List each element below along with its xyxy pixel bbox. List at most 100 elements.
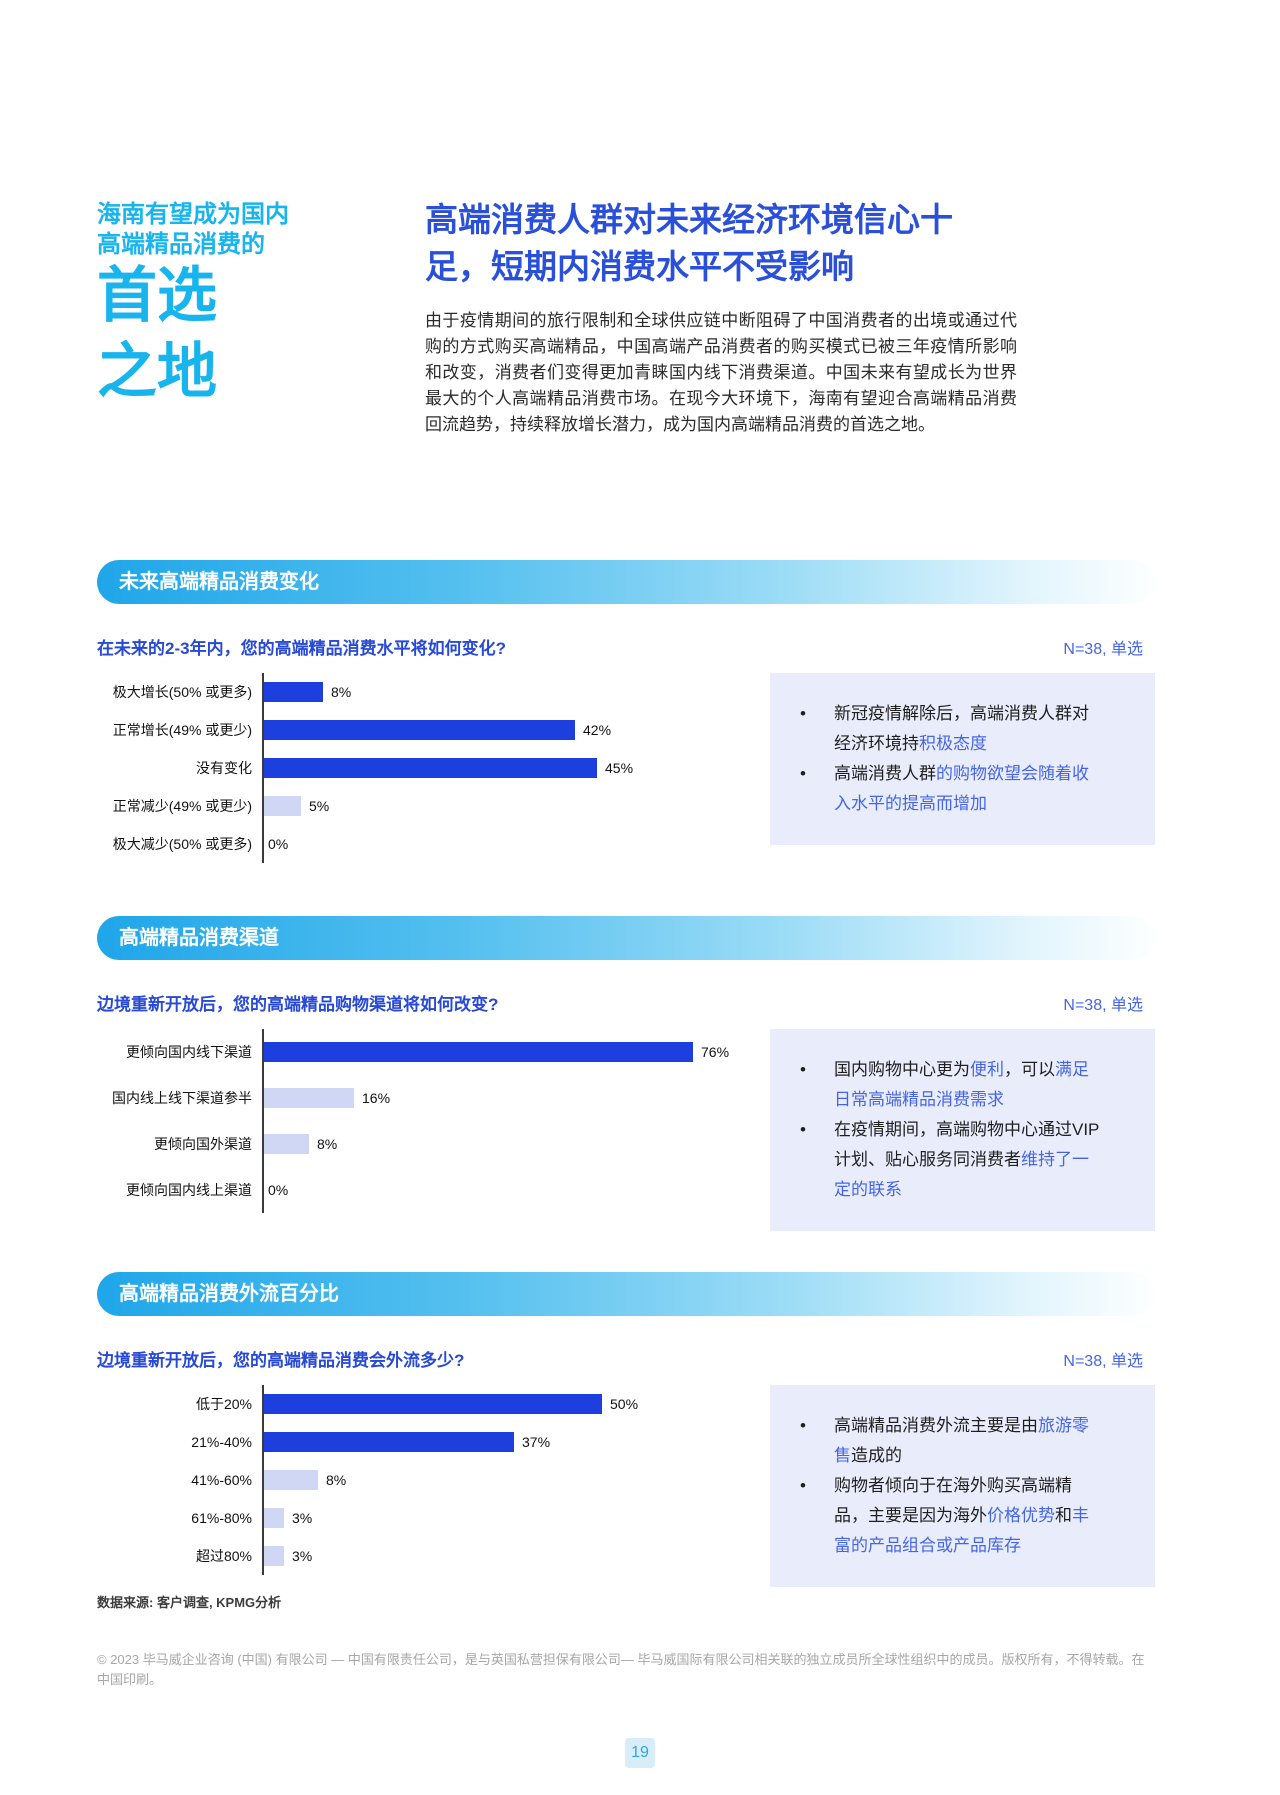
chart-value-label: 8% bbox=[331, 684, 352, 700]
section-body: 极大增长(50% 或更多) 8% 正常增长(49% 或更少) 42% 没有变化 45% 正常… bbox=[97, 673, 1155, 863]
chart-bar bbox=[264, 1088, 354, 1108]
chart-bar bbox=[264, 1134, 309, 1154]
question-row: 边境重新开放后，您的高端精品购物渠道将如何改变? N=38, 单选 bbox=[97, 990, 1155, 1015]
chart-category-label: 更倾向国外渠道 bbox=[154, 1136, 252, 1152]
bullet-marker: • bbox=[800, 704, 806, 723]
chart-row: 更倾向国内线下渠道 76% bbox=[97, 1029, 770, 1075]
chart-bar-track: 8% bbox=[262, 1121, 770, 1167]
bullet-marker: • bbox=[800, 1120, 806, 1139]
chart-category-label: 极大增长(50% 或更多) bbox=[112, 684, 252, 700]
chart-row: 更倾向国外渠道 8% bbox=[97, 1121, 770, 1167]
copyright-notice: © 2023 毕马威企业咨询 (中国) 有限公司 — 中国有限责任公司，是与英国… bbox=[97, 1652, 1145, 1687]
chart-row: 更倾向国内线上渠道 0% bbox=[97, 1167, 770, 1213]
chart-bar-track: 50% bbox=[262, 1385, 770, 1423]
chart-category-label: 更倾向国内线下渠道 bbox=[126, 1044, 252, 1060]
chart-value-label: 8% bbox=[326, 1472, 347, 1488]
chart-value-label: 16% bbox=[362, 1090, 391, 1106]
intro-paragraph: 由于疫情期间的旅行限制和全球供应链中断阻碍了中国消费者的出境或通过代购的方式购买… bbox=[425, 311, 1017, 434]
section-future-consumption-change: 未来高端精品消费变化 在未来的2-3年内，您的高端精品消费水平将如何变化? N=… bbox=[97, 560, 1155, 863]
chart-bar bbox=[264, 682, 323, 702]
bullet-item: • 新冠疫情解除后，高端消费人群对经济环境持积极态度 bbox=[800, 699, 1103, 759]
chart-bar-track: 3% bbox=[262, 1499, 770, 1537]
chart-category-label: 超过80% bbox=[195, 1548, 252, 1564]
chart-bar bbox=[264, 1432, 514, 1452]
bullet-item: • 国内购物中心更为便利，可以满足日常高端精品消费需求 bbox=[800, 1055, 1103, 1115]
chart-bar-track: 3% bbox=[262, 1537, 770, 1575]
bullet-text: 在疫情期间，高端购物中心通过VIP计划、贴心服务同消费者维持了一定的联系 bbox=[834, 1115, 1103, 1205]
plain-text: 购物者倾向于在海外购买高端精品，主要是因为海外 bbox=[834, 1476, 1072, 1525]
bullet-text: 高端精品消费外流主要是由旅游零售造成的 bbox=[834, 1411, 1103, 1471]
chart-category-label: 没有变化 bbox=[196, 760, 252, 776]
bar-chart-channels: 更倾向国内线下渠道 76% 国内线上线下渠道参半 16% 更倾向国外渠道 8% 更倾向国内线… bbox=[97, 1029, 770, 1213]
bullet-text: 国内购物中心更为便利，可以满足日常高端精品消费需求 bbox=[834, 1055, 1103, 1115]
chart-value-label: 45% bbox=[605, 760, 634, 776]
plain-text: 新冠疫情解除后，高端消费人群对经济环境持 bbox=[834, 704, 1089, 753]
insight-callout: • 新冠疫情解除后，高端消费人群对经济环境持积极态度 • 高端消费人群的购物欲望会随着… bbox=[770, 673, 1155, 845]
highlighted-text: 的购物欲望会随着收入水平的提高而增加 bbox=[834, 764, 1089, 813]
sample-size-label: N=38, 单选 bbox=[1063, 997, 1143, 1014]
section-consumption-channels: 高端精品消费渠道 边境重新开放后，您的高端精品购物渠道将如何改变? N=38, … bbox=[97, 916, 1155, 1231]
data-source-note: 数据来源: 客户调查, KPMG分析 bbox=[97, 1595, 282, 1610]
bullet-text: 购物者倾向于在海外购买高端精品，主要是因为海外价格优势和丰富的产品组合或产品库存 bbox=[834, 1471, 1103, 1561]
bullet-marker: • bbox=[800, 1060, 806, 1079]
chart-value-label: 5% bbox=[309, 798, 330, 814]
insight-callout: • 高端精品消费外流主要是由旅游零售造成的 • 购物者倾向于在海外购买高端精品，主要是… bbox=[770, 1385, 1155, 1587]
chart-bar-track: 42% bbox=[262, 711, 770, 749]
chart-value-label: 76% bbox=[701, 1044, 730, 1060]
chart-row: 正常增长(49% 或更少) 42% bbox=[97, 711, 770, 749]
chart-row: 低于20% 50% bbox=[97, 1385, 770, 1423]
bullet-text: 高端消费人群的购物欲望会随着收入水平的提高而增加 bbox=[834, 759, 1103, 819]
bar-chart-outflow: 低于20% 50% 21%-40% 37% 41%-60% 8% 61%-80% 3% 超过80… bbox=[97, 1385, 770, 1575]
question-row: 边境重新开放后，您的高端精品消费会外流多少? N=38, 单选 bbox=[97, 1346, 1155, 1371]
chart-value-label: 42% bbox=[583, 722, 612, 738]
section-body: 更倾向国内线下渠道 76% 国内线上线下渠道参半 16% 更倾向国外渠道 8% 更倾向国内线… bbox=[97, 1029, 1155, 1231]
chart-bar-track: 0% bbox=[262, 825, 770, 863]
chart-value-label: 0% bbox=[268, 1182, 289, 1198]
chart-category-label: 极大减少(50% 或更多) bbox=[112, 836, 252, 852]
chart-bar-track: 8% bbox=[262, 1461, 770, 1499]
chart-category-label: 低于20% bbox=[195, 1396, 252, 1412]
chart-bar-track: 76% bbox=[262, 1029, 770, 1075]
chart-category-label: 41%-60% bbox=[191, 1472, 252, 1488]
survey-question: 边境重新开放后，您的高端精品购物渠道将如何改变? bbox=[97, 995, 499, 1014]
chart-row: 21%-40% 37% bbox=[97, 1423, 770, 1461]
chart-bar bbox=[264, 1394, 602, 1414]
kicker-text: 海南有望成为国内 高端精品消费的 bbox=[97, 201, 289, 258]
plain-text: 国内购物中心更为 bbox=[834, 1060, 970, 1079]
section-banner: 高端精品消费渠道 bbox=[97, 916, 1155, 960]
top-right-block: 高端消费人群对未来经济环境信心十足，短期内消费水平不受影响 由于疫情期间的旅行限… bbox=[425, 196, 1017, 438]
highlighted-text: 维持了一定的联系 bbox=[834, 1150, 1089, 1199]
highlighted-text: 旅游零售 bbox=[834, 1416, 1089, 1465]
question-row: 在未来的2-3年内，您的高端精品消费水平将如何变化? N=38, 单选 bbox=[97, 634, 1155, 659]
bullet-item: • 在疫情期间，高端购物中心通过VIP计划、贴心服务同消费者维持了一定的联系 bbox=[800, 1115, 1103, 1205]
bar-chart-consumption-change: 极大增长(50% 或更多) 8% 正常增长(49% 或更少) 42% 没有变化 45% 正常… bbox=[97, 673, 770, 863]
bullet-item: • 购物者倾向于在海外购买高端精品，主要是因为海外价格优势和丰富的产品组合或产品库… bbox=[800, 1471, 1103, 1561]
highlighted-text: 满足日常高端精品消费需求 bbox=[834, 1060, 1089, 1109]
chart-value-label: 0% bbox=[268, 836, 289, 852]
survey-question: 在未来的2-3年内，您的高端精品消费水平将如何变化? bbox=[97, 639, 506, 658]
chart-value-label: 3% bbox=[292, 1510, 313, 1526]
plain-text: 高端消费人群 bbox=[834, 764, 936, 783]
chart-value-label: 37% bbox=[522, 1434, 551, 1450]
bullet-item: • 高端消费人群的购物欲望会随着收入水平的提高而增加 bbox=[800, 759, 1103, 819]
bullet-item: • 高端精品消费外流主要是由旅游零售造成的 bbox=[800, 1411, 1103, 1471]
chart-row: 超过80% 3% bbox=[97, 1537, 770, 1575]
bullet-marker: • bbox=[800, 1476, 806, 1495]
chart-row: 极大减少(50% 或更多) 0% bbox=[97, 825, 770, 863]
chart-category-label: 61%-80% bbox=[191, 1510, 252, 1526]
sample-size-label: N=38, 单选 bbox=[1063, 1353, 1143, 1370]
chart-bar bbox=[264, 1546, 284, 1566]
bullet-marker: • bbox=[800, 1416, 806, 1435]
bullet-marker: • bbox=[800, 764, 806, 783]
plain-text: 和 bbox=[1055, 1506, 1072, 1525]
chart-value-label: 3% bbox=[292, 1548, 313, 1564]
bullet-text: 新冠疫情解除后，高端消费人群对经济环境持积极态度 bbox=[834, 699, 1103, 759]
chart-row: 61%-80% 3% bbox=[97, 1499, 770, 1537]
section-banner: 高端精品消费外流百分比 bbox=[97, 1272, 1155, 1316]
chart-bar-track: 8% bbox=[262, 673, 770, 711]
chart-bar bbox=[264, 796, 301, 816]
chart-category-label: 正常增长(49% 或更少) bbox=[112, 722, 252, 738]
chart-value-label: 50% bbox=[610, 1396, 639, 1412]
plain-text: 高端精品消费外流主要是由 bbox=[834, 1416, 1038, 1435]
